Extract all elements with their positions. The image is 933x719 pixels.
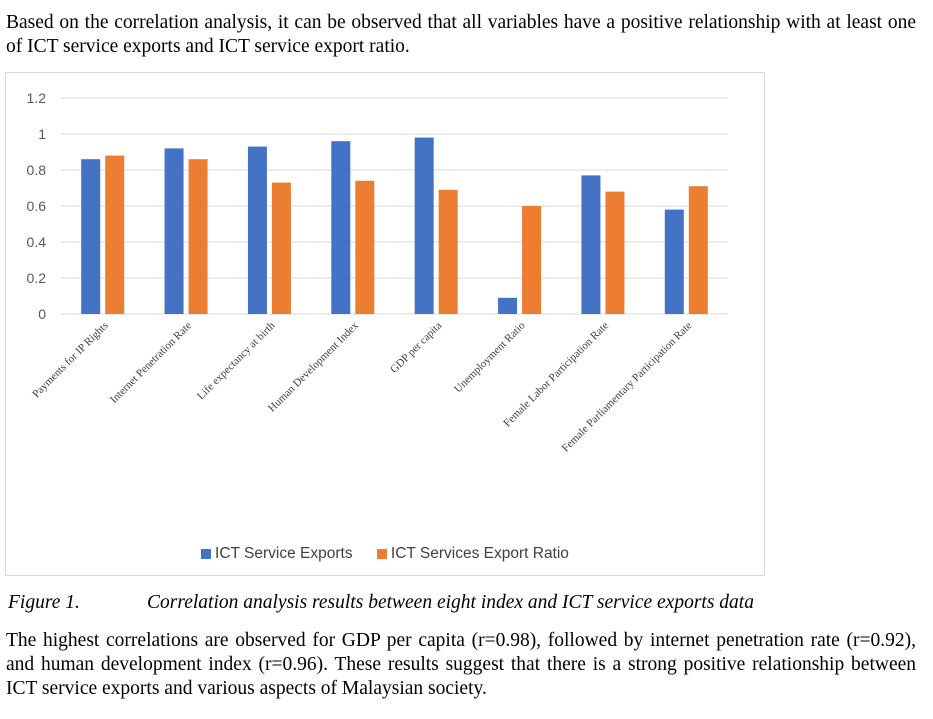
- x-tick-label: Life expectancy at birth: [195, 319, 278, 402]
- bar-exports: [414, 137, 434, 314]
- bar-ratio: [688, 186, 708, 314]
- y-tick-label: 1.2: [27, 90, 47, 106]
- figure-caption-text: Correlation analysis results between eig…: [147, 592, 754, 613]
- y-tick-label: 0.4: [27, 234, 47, 250]
- bar-exports: [81, 159, 101, 314]
- body-paragraph: The highest correlations are observed fo…: [6, 630, 916, 699]
- x-tick-label: GDP per capita: [388, 320, 444, 376]
- legend-label-exports: ICT Service Exports: [215, 545, 353, 562]
- x-tick-label: Female Parliamentary Participation Rate: [560, 320, 695, 455]
- y-tick-label: 0.2: [27, 270, 47, 286]
- y-tick-label: 0.8: [27, 162, 47, 178]
- bar-ratio: [522, 206, 542, 314]
- bar-ratio: [355, 180, 375, 314]
- bar-ratio: [438, 189, 458, 314]
- bar-ratio: [188, 159, 208, 314]
- y-tick-label: 0.6: [27, 198, 47, 214]
- bar-chart: 0 0.2 0.4 0.6 0.8 1 1.2 Payments for IP Rights I…: [5, 72, 765, 576]
- bar-exports: [498, 297, 518, 314]
- x-tick-label: Unemployment Ratio: [452, 319, 528, 395]
- legend-label-ratio: ICT Services Export Ratio: [390, 545, 569, 562]
- bar-exports: [247, 146, 267, 314]
- figure-label: Figure 1.: [8, 592, 80, 613]
- y-tick-label: 1: [38, 126, 46, 142]
- y-tick-label: 0: [38, 306, 46, 322]
- x-tick-label: Internet Penetration Rate: [108, 320, 194, 406]
- chart-svg: 0 0.2 0.4 0.6 0.8 1 1.2 Payments for IP RightsI…: [27, 90, 728, 455]
- x-tick-label: Human Development Index: [266, 319, 361, 414]
- bar-ratio: [605, 191, 625, 314]
- bar-ratio: [271, 182, 291, 314]
- bar-exports: [664, 209, 684, 314]
- bar-exports: [581, 175, 601, 314]
- bar-ratio: [105, 155, 125, 314]
- bar-exports: [164, 148, 184, 314]
- legend-swatch-exports: [201, 549, 212, 559]
- legend-swatch-ratio: [376, 549, 387, 559]
- chart-legend: ICT Service Exports ICT Services Export …: [6, 545, 764, 564]
- intro-paragraph: Based on the correlation analysis, it ca…: [6, 12, 916, 57]
- legend-item-ratio: ICT Services Export Ratio: [376, 545, 569, 563]
- x-tick-label: Payments for IP Rights: [30, 320, 111, 401]
- legend-item-exports: ICT Service Exports: [201, 545, 353, 563]
- bar-exports: [331, 141, 351, 314]
